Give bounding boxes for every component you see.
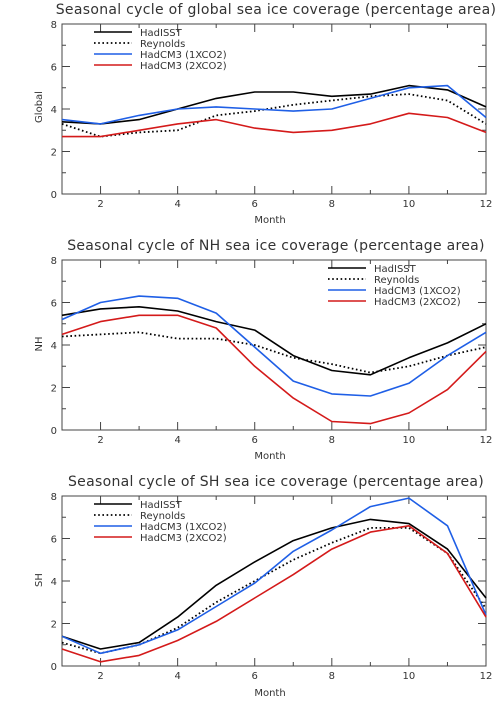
series-line-hadcm3-1xco2 bbox=[61, 497, 487, 655]
x-tick-label: 4 bbox=[174, 671, 180, 682]
legend-label: HadISST bbox=[374, 264, 417, 275]
legend-label: HadCM3 (2XCO2) bbox=[140, 533, 227, 544]
x-tick-label: 10 bbox=[403, 671, 416, 682]
y-tick-label: 4 bbox=[51, 341, 57, 352]
y-tick-label: 6 bbox=[51, 299, 57, 310]
plot-frame bbox=[61, 495, 487, 667]
x-axis-label: Month bbox=[254, 215, 285, 226]
legend-label: HadISST bbox=[140, 28, 183, 39]
y-tick-label: 4 bbox=[51, 577, 57, 588]
chart-title: Seasonal cycle of SH sea ice coverage (p… bbox=[68, 474, 484, 490]
series-line-hadisst bbox=[61, 518, 487, 650]
y-tick-label: 8 bbox=[51, 20, 57, 31]
series-line-hadcm3-2xco2 bbox=[61, 524, 487, 663]
panel-sh: Seasonal cycle of SH sea ice coverage (p… bbox=[34, 474, 492, 699]
x-axis-label: Month bbox=[254, 688, 285, 699]
x-tick-label: 2 bbox=[97, 199, 103, 210]
y-axis-label: SH bbox=[34, 573, 45, 587]
series-line-reynolds bbox=[61, 527, 487, 655]
y-tick-label: 6 bbox=[51, 63, 57, 74]
series-line-hadcm3-2xco2 bbox=[61, 314, 487, 425]
legend-label: HadCM3 (2XCO2) bbox=[140, 61, 227, 72]
series-line-hadcm3-1xco2 bbox=[61, 295, 487, 397]
y-axis-label: Global bbox=[34, 91, 45, 123]
x-tick-label: 4 bbox=[174, 199, 180, 210]
y-tick-label: 0 bbox=[51, 190, 57, 201]
x-tick-label: 8 bbox=[329, 435, 335, 446]
legend-label: HadCM3 (1XCO2) bbox=[140, 50, 227, 61]
y-tick-label: 2 bbox=[51, 148, 57, 159]
y-axis-label: NH bbox=[34, 337, 45, 352]
y-tick-label: 4 bbox=[51, 105, 57, 116]
x-tick-label: 6 bbox=[252, 671, 258, 682]
series-line-hadcm3-2xco2 bbox=[62, 112, 487, 138]
y-tick-label: 2 bbox=[51, 620, 57, 631]
x-tick-label: 2 bbox=[97, 435, 103, 446]
legend-label: HadISST bbox=[140, 500, 183, 511]
x-tick-label: 12 bbox=[480, 199, 493, 210]
legend-label: HadCM3 (1XCO2) bbox=[140, 522, 227, 533]
x-tick-label: 2 bbox=[97, 671, 103, 682]
series-line-hadisst bbox=[61, 305, 487, 376]
x-tick-label: 8 bbox=[329, 671, 335, 682]
legend-label: Reynolds bbox=[374, 275, 419, 286]
x-tick-label: 12 bbox=[480, 671, 493, 682]
chart-title: Seasonal cycle of global sea ice coverag… bbox=[56, 2, 496, 18]
legend-label: HadCM3 (2XCO2) bbox=[374, 297, 461, 308]
x-tick-label: 10 bbox=[403, 435, 416, 446]
x-tick-label: 8 bbox=[329, 199, 335, 210]
y-tick-label: 8 bbox=[51, 256, 57, 267]
panel-global: Seasonal cycle of global sea ice coverag… bbox=[34, 2, 496, 226]
plot-frame bbox=[61, 23, 487, 195]
x-tick-label: 6 bbox=[252, 435, 258, 446]
x-tick-label: 6 bbox=[252, 199, 258, 210]
legend-label: HadCM3 (1XCO2) bbox=[374, 286, 461, 297]
x-tick-label: 10 bbox=[403, 199, 416, 210]
legend-label: Reynolds bbox=[140, 511, 185, 522]
series-line-hadisst bbox=[61, 84, 487, 125]
panel-nh: Seasonal cycle of NH sea ice coverage (p… bbox=[34, 238, 492, 462]
x-tick-label: 4 bbox=[174, 435, 180, 446]
legend-label: Reynolds bbox=[140, 39, 185, 50]
y-tick-label: 6 bbox=[51, 535, 57, 546]
y-tick-label: 8 bbox=[51, 492, 57, 503]
chart-title: Seasonal cycle of NH sea ice coverage (p… bbox=[67, 238, 485, 254]
y-tick-label: 2 bbox=[51, 384, 57, 395]
x-tick-label: 12 bbox=[480, 435, 493, 446]
y-tick-label: 0 bbox=[51, 426, 57, 437]
series-line-hadcm3-1xco2 bbox=[61, 84, 487, 125]
series-line-reynolds bbox=[61, 93, 487, 138]
y-tick-label: 0 bbox=[51, 662, 57, 673]
x-axis-label: Month bbox=[254, 451, 285, 462]
